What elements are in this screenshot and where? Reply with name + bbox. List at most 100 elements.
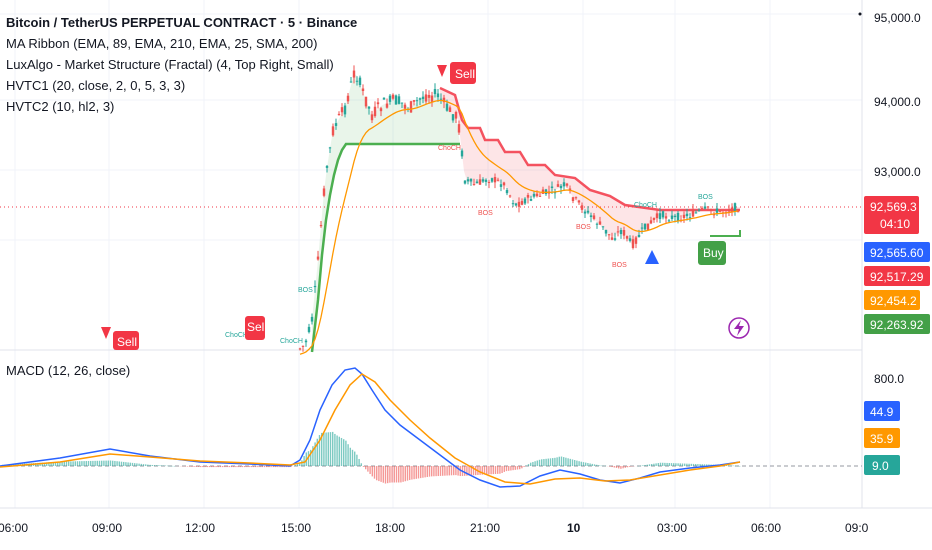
candle [334,123,338,126]
time-label: 15:00 [281,521,311,535]
histogram-bar [215,466,217,468]
indicator-ma-ribbon[interactable]: MA Ribbon (EMA, 89, EMA, 210, EMA, 25, S… [6,36,318,51]
buy-trail-hook [710,230,741,237]
histogram-bar [514,466,516,470]
candle [652,217,656,220]
candle [346,95,350,102]
sell-signal[interactable]: Sell [101,327,139,350]
histogram-bar [206,466,208,468]
indicator-hvtc1[interactable]: HVTC1 (20, close, 2, 0, 5, 3, 3) [6,78,186,93]
time-label: 09:00 [92,521,122,535]
histogram-bar [90,460,92,466]
candle [376,102,380,105]
lightning-icon[interactable] [728,317,750,339]
histogram-bar [296,464,299,466]
histogram-bar [200,466,202,468]
histogram-bar [629,466,631,467]
candle [340,107,344,113]
histogram-bar [105,460,107,466]
candle [418,98,422,100]
histogram-bar [446,466,448,476]
histogram-bar [488,466,490,475]
histogram-bar [679,463,681,466]
histogram-bar [367,466,369,472]
histogram-bar [380,466,382,482]
histogram-bar [585,462,587,466]
sell-signal[interactable]: Sell [437,62,476,84]
macd-indicator-label[interactable]: MACD (12, 26, close) [6,363,131,378]
histogram-bar [457,466,459,476]
histogram-bar [417,466,420,479]
candle [301,345,305,347]
histogram-bar [486,466,488,475]
histogram-bar [404,466,406,482]
bos-label: BOS [298,287,313,294]
candle [586,210,590,213]
candle [502,182,506,186]
histogram-bar [448,466,450,476]
histogram-bar [314,442,316,466]
indicator-luxalgo[interactable]: LuxAlgo - Market Structure (Fractal) (4,… [6,57,334,72]
histogram-bar [134,463,136,466]
histogram-bar [534,461,536,466]
histogram-bar [591,463,593,466]
candle [433,89,437,95]
histogram-bar [657,463,659,466]
histogram-bar [582,462,585,466]
histogram-bar [686,463,688,466]
sell-label: Sell [117,335,137,349]
histogram-bar [695,463,697,466]
candle [598,221,602,225]
histogram-bar [673,463,675,466]
histogram-bar [569,458,571,466]
candle [646,223,650,230]
candle [565,183,569,186]
candle [733,203,737,212]
candle [697,209,701,211]
histogram-bar [164,465,167,467]
candle [703,206,707,209]
histogram-bar [233,466,235,468]
histogram-bar [739,465,741,467]
histogram-bar [173,465,175,467]
indicator-hvtc2[interactable]: HVTC2 (10, hl2, 3) [6,99,115,114]
histogram-bar [94,460,96,466]
price-tag: 92,454.2 [864,290,920,310]
histogram-bar [519,466,521,470]
macd-axis-label: 800.0 [874,372,904,386]
histogram-bar [321,432,323,466]
candle [550,186,554,189]
price-tag: 92,517.29 [864,266,930,286]
histogram-bar [655,463,657,466]
price-axis-label: 93,000.0 [874,165,921,179]
candle [658,213,662,220]
candle [637,234,641,238]
histogram-bar [57,461,59,466]
svg-text:92,569.3: 92,569.3 [870,200,917,214]
histogram-bar [153,465,156,466]
symbol-title[interactable]: Bitcoin / TetherUS PERPETUAL CONTRACT · … [6,15,358,30]
histogram-bar [428,466,431,477]
candle [442,97,446,103]
histogram-bar [371,466,373,477]
histogram-bar [475,466,477,476]
histogram-bar [303,455,305,466]
buy-signal[interactable]: Buy [645,230,741,265]
bos-label: BOS [478,210,493,217]
histogram-bar [68,461,70,466]
candle [712,214,716,216]
candle [445,103,449,111]
histogram-bar [362,466,365,467]
candle [511,203,515,205]
time-label: 06:00 [751,521,781,535]
candle [682,214,686,219]
candle [508,195,512,197]
histogram-bar [96,460,98,466]
histogram-bar [497,466,499,474]
time-label: 18:00 [375,521,405,535]
structure-labels: BOS ChoCH ChoCH ChoCH BOS BOS BOS ChoCH … [225,145,713,345]
sell-signal[interactable]: Sell [245,316,267,340]
histogram-bar [598,465,600,466]
histogram-bar [118,461,120,466]
